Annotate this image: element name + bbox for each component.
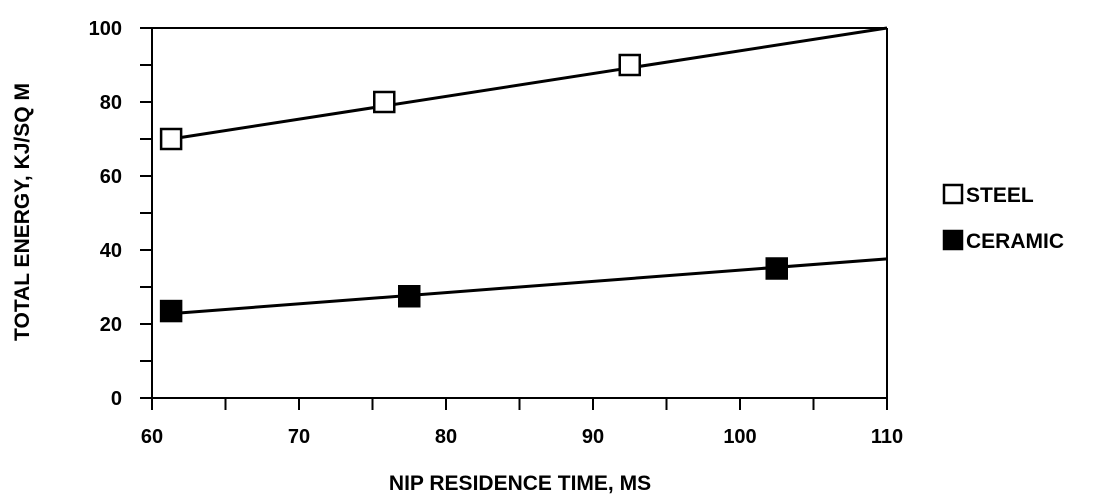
- data-point-steel: [159, 127, 183, 151]
- y-tick-label: 80: [100, 92, 122, 114]
- data-points: [159, 53, 788, 323]
- x-tick-label: 100: [723, 426, 756, 448]
- x-ticks: 60 70 80 90 100 110: [141, 398, 903, 448]
- y-axis-title: TOTAL ENERGY, KJ/SQ M: [11, 83, 34, 341]
- data-point-ceramic: [398, 285, 421, 308]
- y-tick-label: 0: [111, 388, 122, 410]
- y-ticks: 0 20 40 60 80 100: [89, 18, 152, 410]
- data-point-ceramic: [159, 299, 183, 323]
- legend: STEEL CERAMIC: [942, 183, 1064, 253]
- x-axis-title: NIP RESIDENCE TIME, MS: [389, 472, 651, 495]
- y-tick-label: 100: [89, 18, 122, 40]
- y-tick-label: 60: [100, 166, 122, 188]
- data-point-steel: [373, 90, 396, 114]
- x-tick-label: 110: [871, 426, 903, 448]
- legend-label-steel: STEEL: [966, 184, 1034, 207]
- x-tick-label: 90: [582, 426, 604, 448]
- y-tick-label: 40: [100, 240, 122, 262]
- x-tick-label: 60: [141, 426, 163, 448]
- y-tick-label: 20: [100, 314, 122, 336]
- data-point-steel: [618, 53, 641, 77]
- legend-marker-steel: [942, 183, 964, 205]
- fit-line-steel: [170, 26, 888, 141]
- legend-label-ceramic: CERAMIC: [966, 230, 1064, 253]
- data-point-ceramic: [765, 257, 788, 280]
- legend-marker-ceramic: [942, 229, 964, 251]
- x-tick-label: 80: [435, 426, 457, 448]
- x-tick-label: 70: [288, 426, 310, 448]
